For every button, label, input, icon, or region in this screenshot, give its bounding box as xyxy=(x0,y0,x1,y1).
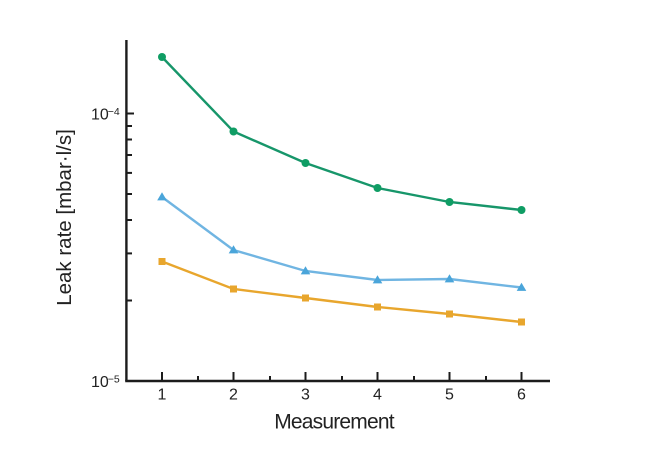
svg-text:Measurement: Measurement xyxy=(274,411,395,434)
svg-text:Leak rate [mbar·l/s]: Leak rate [mbar·l/s] xyxy=(53,129,76,306)
svg-text:6: 6 xyxy=(517,387,526,404)
svg-text:3: 3 xyxy=(301,387,310,404)
svg-text:1: 1 xyxy=(158,387,167,404)
svg-text:5: 5 xyxy=(445,387,454,404)
svg-text:4: 4 xyxy=(373,387,382,404)
svg-text:2: 2 xyxy=(229,387,238,404)
